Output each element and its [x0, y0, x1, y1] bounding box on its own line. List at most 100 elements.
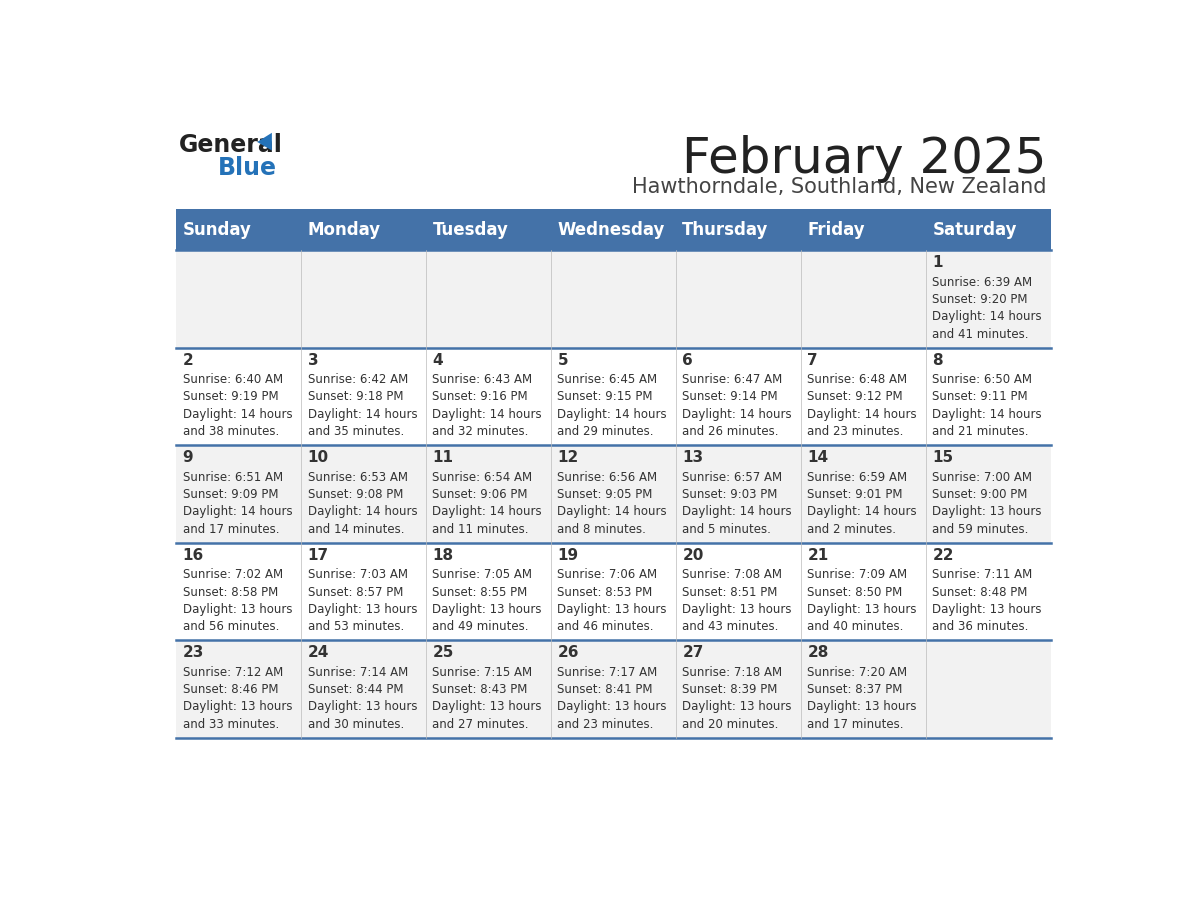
Text: Sunrise: 7:15 AM: Sunrise: 7:15 AM: [432, 666, 532, 678]
Text: Sunrise: 7:02 AM: Sunrise: 7:02 AM: [183, 568, 283, 581]
Text: and 23 minutes.: and 23 minutes.: [808, 425, 904, 438]
Text: 23: 23: [183, 645, 204, 660]
Text: and 36 minutes.: and 36 minutes.: [933, 621, 1029, 633]
Text: Sunset: 9:00 PM: Sunset: 9:00 PM: [933, 488, 1028, 501]
Text: Blue: Blue: [217, 156, 277, 180]
Text: and 8 minutes.: and 8 minutes.: [557, 522, 646, 536]
Text: Sunset: 8:37 PM: Sunset: 8:37 PM: [808, 683, 903, 696]
Text: Tuesday: Tuesday: [432, 220, 508, 239]
Text: Daylight: 13 hours: Daylight: 13 hours: [682, 700, 792, 713]
Text: Saturday: Saturday: [933, 220, 1017, 239]
Text: and 49 minutes.: and 49 minutes.: [432, 621, 529, 633]
Text: 1: 1: [933, 255, 943, 270]
Text: Daylight: 13 hours: Daylight: 13 hours: [557, 700, 666, 713]
Text: 27: 27: [682, 645, 703, 660]
Text: Sunset: 8:48 PM: Sunset: 8:48 PM: [933, 586, 1028, 599]
Bar: [176, 641, 1051, 738]
Bar: [176, 543, 1051, 641]
Text: Sunrise: 7:14 AM: Sunrise: 7:14 AM: [308, 666, 407, 678]
Text: and 53 minutes.: and 53 minutes.: [308, 621, 404, 633]
Text: and 2 minutes.: and 2 minutes.: [808, 522, 896, 536]
Text: Sunrise: 7:20 AM: Sunrise: 7:20 AM: [808, 666, 908, 678]
Text: Sunrise: 6:56 AM: Sunrise: 6:56 AM: [557, 471, 657, 484]
Text: 7: 7: [808, 353, 819, 367]
Text: Sunset: 8:39 PM: Sunset: 8:39 PM: [682, 683, 778, 696]
Text: 28: 28: [808, 645, 829, 660]
Text: Sunset: 9:08 PM: Sunset: 9:08 PM: [308, 488, 403, 501]
Text: Daylight: 13 hours: Daylight: 13 hours: [682, 603, 792, 616]
Text: Sunrise: 7:03 AM: Sunrise: 7:03 AM: [308, 568, 407, 581]
Text: Friday: Friday: [808, 220, 865, 239]
Text: and 5 minutes.: and 5 minutes.: [682, 522, 771, 536]
Text: Daylight: 14 hours: Daylight: 14 hours: [933, 310, 1042, 323]
Text: Sunset: 9:05 PM: Sunset: 9:05 PM: [557, 488, 652, 501]
Text: Sunset: 9:15 PM: Sunset: 9:15 PM: [557, 390, 653, 404]
Text: and 29 minutes.: and 29 minutes.: [557, 425, 653, 438]
Text: Sunset: 9:01 PM: Sunset: 9:01 PM: [808, 488, 903, 501]
Text: and 32 minutes.: and 32 minutes.: [432, 425, 529, 438]
Text: Daylight: 13 hours: Daylight: 13 hours: [933, 603, 1042, 616]
Text: Daylight: 13 hours: Daylight: 13 hours: [933, 506, 1042, 519]
Text: Sunrise: 7:18 AM: Sunrise: 7:18 AM: [682, 666, 783, 678]
Text: 3: 3: [308, 353, 318, 367]
Text: and 43 minutes.: and 43 minutes.: [682, 621, 779, 633]
Text: Sunrise: 7:09 AM: Sunrise: 7:09 AM: [808, 568, 908, 581]
Text: and 11 minutes.: and 11 minutes.: [432, 522, 529, 536]
Text: Sunrise: 6:42 AM: Sunrise: 6:42 AM: [308, 373, 407, 386]
Text: 10: 10: [308, 450, 329, 465]
Text: 6: 6: [682, 353, 693, 367]
Polygon shape: [257, 133, 272, 151]
Text: Sunset: 9:14 PM: Sunset: 9:14 PM: [682, 390, 778, 404]
Text: Daylight: 14 hours: Daylight: 14 hours: [183, 506, 292, 519]
Text: Daylight: 14 hours: Daylight: 14 hours: [557, 506, 666, 519]
Text: Sunday: Sunday: [183, 220, 252, 239]
Text: 8: 8: [933, 353, 943, 367]
Text: Sunset: 9:09 PM: Sunset: 9:09 PM: [183, 488, 278, 501]
Text: and 26 minutes.: and 26 minutes.: [682, 425, 779, 438]
Bar: [176, 209, 1051, 250]
Text: Daylight: 13 hours: Daylight: 13 hours: [557, 603, 666, 616]
Text: Sunset: 8:53 PM: Sunset: 8:53 PM: [557, 586, 652, 599]
Text: Sunset: 8:43 PM: Sunset: 8:43 PM: [432, 683, 527, 696]
Text: and 21 minutes.: and 21 minutes.: [933, 425, 1029, 438]
Text: Sunrise: 6:40 AM: Sunrise: 6:40 AM: [183, 373, 283, 386]
Text: Sunset: 9:11 PM: Sunset: 9:11 PM: [933, 390, 1028, 404]
Text: Sunrise: 7:12 AM: Sunrise: 7:12 AM: [183, 666, 283, 678]
Text: and 56 minutes.: and 56 minutes.: [183, 621, 279, 633]
Text: Daylight: 13 hours: Daylight: 13 hours: [432, 603, 542, 616]
Text: and 41 minutes.: and 41 minutes.: [933, 328, 1029, 341]
Text: and 33 minutes.: and 33 minutes.: [183, 718, 279, 731]
Text: Daylight: 13 hours: Daylight: 13 hours: [808, 603, 917, 616]
Text: Daylight: 14 hours: Daylight: 14 hours: [682, 408, 792, 420]
Text: Daylight: 13 hours: Daylight: 13 hours: [183, 603, 292, 616]
Text: Thursday: Thursday: [682, 220, 769, 239]
Text: Sunset: 8:55 PM: Sunset: 8:55 PM: [432, 586, 527, 599]
Text: Daylight: 13 hours: Daylight: 13 hours: [308, 700, 417, 713]
Text: Daylight: 14 hours: Daylight: 14 hours: [308, 408, 417, 420]
Text: 17: 17: [308, 548, 329, 563]
Text: Sunrise: 6:54 AM: Sunrise: 6:54 AM: [432, 471, 532, 484]
Text: Monday: Monday: [308, 220, 380, 239]
Text: and 35 minutes.: and 35 minutes.: [308, 425, 404, 438]
Text: Sunset: 8:46 PM: Sunset: 8:46 PM: [183, 683, 278, 696]
Text: Sunrise: 7:00 AM: Sunrise: 7:00 AM: [933, 471, 1032, 484]
Text: and 23 minutes.: and 23 minutes.: [557, 718, 653, 731]
Text: Sunrise: 6:53 AM: Sunrise: 6:53 AM: [308, 471, 407, 484]
Text: 22: 22: [933, 548, 954, 563]
Text: Sunset: 9:03 PM: Sunset: 9:03 PM: [682, 488, 778, 501]
Text: 25: 25: [432, 645, 454, 660]
Text: Sunset: 9:18 PM: Sunset: 9:18 PM: [308, 390, 403, 404]
Text: Sunset: 9:20 PM: Sunset: 9:20 PM: [933, 293, 1028, 306]
Text: 24: 24: [308, 645, 329, 660]
Text: and 14 minutes.: and 14 minutes.: [308, 522, 404, 536]
Text: 14: 14: [808, 450, 828, 465]
Text: and 30 minutes.: and 30 minutes.: [308, 718, 404, 731]
Text: Sunrise: 6:39 AM: Sunrise: 6:39 AM: [933, 275, 1032, 288]
Text: 26: 26: [557, 645, 579, 660]
Text: and 40 minutes.: and 40 minutes.: [808, 621, 904, 633]
Text: Daylight: 14 hours: Daylight: 14 hours: [432, 408, 542, 420]
Text: Sunrise: 6:57 AM: Sunrise: 6:57 AM: [682, 471, 783, 484]
Bar: [176, 445, 1051, 543]
Text: General: General: [179, 133, 283, 157]
Bar: [176, 250, 1051, 348]
